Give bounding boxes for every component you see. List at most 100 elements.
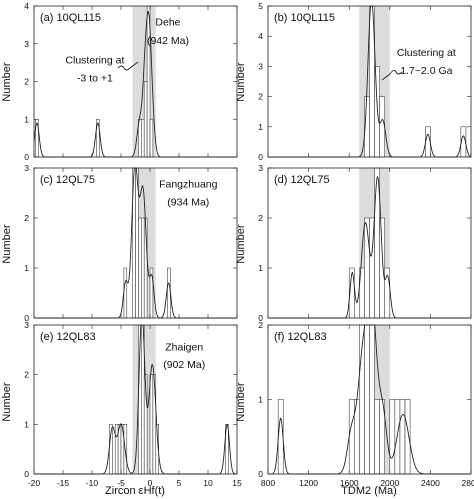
x-axis-label: Zircon εHf(t)	[105, 485, 165, 497]
histogram-bar	[114, 424, 119, 475]
y-tick-label: 1	[258, 263, 263, 273]
y-tick-label: 4	[24, 1, 29, 11]
panel-2: 0 1 2 3 4 5 (b) 10QL115 Clustering at 1.7~2.0 Ga	[258, 1, 472, 162]
y-tick-label: 0	[258, 152, 263, 162]
pointer-arrow	[381, 69, 403, 81]
y-tick-label: 3	[258, 163, 263, 173]
annotation: Clustering at	[65, 54, 124, 66]
plot-frame	[33, 167, 238, 319]
histogram-bar	[152, 374, 157, 475]
y-axis-label: Number	[1, 224, 13, 263]
panel-3: 0 1 2 3 (c) 12QL75 Fangzhuang (934 Ma)	[24, 163, 238, 323]
panel-5: 0 1 2 3 -20 -15 -10 -5 0 5 10 15 (e) 12QL83 Zhaigen (9…	[24, 320, 242, 488]
y-axis-label: Number	[235, 224, 247, 263]
y-tick-label: 0	[24, 313, 29, 323]
y-tick-label: 2	[24, 370, 29, 380]
y-tick-label: 2	[258, 320, 263, 330]
y-tick-label: 0	[258, 313, 263, 323]
panel-label: (c) 12QL75	[40, 174, 95, 186]
y-tick-label: 4	[258, 31, 263, 41]
histogram-bar	[149, 118, 154, 158]
histogram-bar	[138, 217, 142, 319]
y-tick-label: 1	[258, 122, 263, 132]
x-tick-label: 15	[232, 478, 242, 488]
y-axis-label: Number	[1, 62, 13, 101]
histogram-bar	[141, 118, 145, 158]
panel-label: (d) 12QL75	[274, 174, 330, 186]
panel-label: (f) 12QL83	[274, 331, 327, 343]
y-tick-label: 3	[24, 163, 29, 173]
x-axis-label: TDM2 (Ma)	[341, 485, 397, 497]
panel-1: 0 1 2 3 4 (a) 10QL115 Dehe (942 Ma) Clustering a…	[24, 1, 238, 162]
histogram-bar	[123, 267, 128, 319]
y-tick-label: 1	[24, 263, 29, 273]
annotation: (902 Ma)	[163, 359, 205, 371]
x-tick-label: 2400	[421, 478, 440, 488]
annotation: Dehe	[155, 17, 180, 29]
y-tick-label: 0	[258, 469, 263, 479]
y-tick-label: 0	[24, 469, 29, 479]
plot-frame	[267, 167, 472, 319]
x-tick-label: -5	[117, 478, 125, 488]
histogram-bar	[277, 399, 284, 475]
y-tick-label: 1	[258, 395, 263, 405]
panel-4: 0 1 2 3 (d) 12QL75	[258, 163, 472, 323]
histogram-bar	[167, 267, 171, 319]
y-tick-label: 5	[258, 1, 263, 11]
histogram-bar	[364, 324, 370, 475]
annotation: Clustering at	[397, 47, 456, 59]
histogram-bar	[374, 66, 380, 158]
panel-6: 01280012001600200024002800(f) 12QL83	[258, 320, 474, 488]
x-tick-label: 5	[177, 478, 182, 488]
histogram-bar	[379, 217, 385, 319]
histogram-bar	[141, 217, 145, 319]
x-tick-label: -15	[57, 478, 70, 488]
x-tick-label: 0	[148, 478, 153, 488]
panel-label: (a) 10QL115	[40, 12, 101, 24]
annotation: -3 to +1	[77, 73, 113, 85]
y-tick-label: 2	[258, 92, 263, 102]
histogram-bar	[138, 118, 142, 158]
x-tick-label: -20	[28, 478, 41, 488]
histogram-bar	[374, 399, 380, 475]
panel-label: (e) 12QL83	[40, 331, 96, 343]
histogram-bar	[120, 424, 125, 475]
y-tick-label: 3	[24, 320, 29, 330]
x-tick-label: 1200	[299, 478, 318, 488]
y-axis-label: Number	[235, 382, 247, 421]
plot-frame	[33, 324, 238, 475]
x-tick-label: 800	[261, 478, 275, 488]
annotation: Fangzhuang	[159, 179, 218, 191]
x-tick-label: 10	[203, 478, 213, 488]
y-tick-label: 2	[24, 77, 29, 87]
panel-label: (b) 10QL115	[274, 12, 335, 24]
annotation: 1.7~2.0 Ga	[400, 65, 452, 77]
y-tick-label: 0	[24, 152, 29, 162]
annotation: Zhaigen	[165, 341, 203, 353]
plot-frame	[267, 5, 472, 158]
y-tick-label: 1	[24, 419, 29, 429]
pointer-arrow	[117, 61, 139, 71]
histogram-bar	[143, 81, 148, 158]
y-axis-label: Number	[235, 62, 247, 101]
histogram-bar	[399, 399, 406, 475]
annotation: (934 Ma)	[167, 197, 209, 209]
histogram-bar	[389, 399, 396, 475]
histogram-bar	[364, 217, 370, 319]
histogram-bar	[379, 96, 385, 158]
y-tick-label: 2	[24, 213, 29, 223]
histogram-bar	[369, 324, 375, 475]
x-tick-label: 1600	[340, 478, 359, 488]
y-tick-label: 1	[24, 114, 29, 124]
y-tick-label: 2	[258, 213, 263, 223]
annotation: (942 Ma)	[147, 35, 189, 47]
y-tick-label: 3	[24, 39, 29, 49]
histogram-bar	[425, 126, 431, 158]
x-tick-label: -10	[86, 478, 99, 488]
histogram-bar	[149, 374, 154, 475]
y-tick-label: 3	[258, 61, 263, 71]
x-tick-label: 2000	[380, 478, 399, 488]
y-axis-label: Number	[1, 382, 13, 421]
